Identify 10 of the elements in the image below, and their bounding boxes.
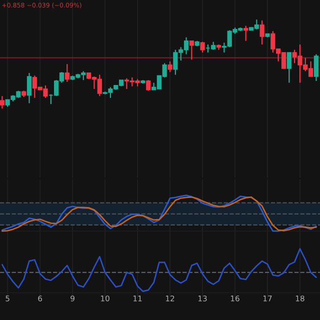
candlestick bbox=[0, 96, 4, 110]
candlestick bbox=[286, 52, 292, 84]
candlestick bbox=[200, 41, 205, 54]
candlestick bbox=[168, 60, 172, 73]
candlestick bbox=[260, 20, 264, 46]
candlestick bbox=[244, 25, 248, 42]
candlestick bbox=[26, 72, 32, 104]
candlestick bbox=[314, 54, 319, 82]
candlestick bbox=[189, 40, 194, 60]
candlestick bbox=[64, 63, 70, 82]
